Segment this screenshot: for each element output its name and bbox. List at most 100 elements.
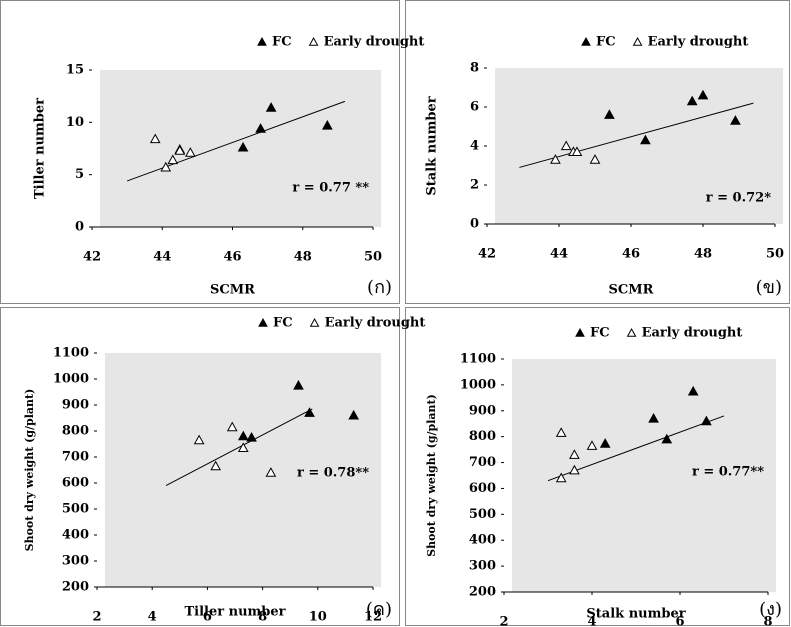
- data-point: [265, 102, 277, 112]
- data-point: [174, 145, 186, 155]
- data-point: [569, 449, 580, 459]
- data-point: [560, 140, 572, 151]
- y-tick-label: 15: [66, 63, 84, 78]
- legend-label: FC: [273, 316, 293, 331]
- y-tick-label: 800: [469, 429, 496, 444]
- panel-border: [405, 307, 790, 626]
- x-tick-label: 4: [587, 615, 596, 627]
- x-tick-label: 10: [309, 610, 327, 625]
- x-axis-label: SCMR: [210, 283, 255, 298]
- y-tick-label: 5: [75, 167, 84, 182]
- legend-marker: [626, 327, 637, 337]
- legend-label: Early drought: [325, 316, 426, 331]
- x-tick-label: 50: [766, 247, 784, 262]
- x-tick-label: 2: [499, 615, 508, 627]
- data-point: [237, 141, 249, 152]
- y-axis-label: Stalk number: [425, 96, 440, 195]
- annotation: r = 0.78**: [297, 466, 369, 481]
- plot-background: [495, 68, 783, 224]
- y-axis-label: Shoot dry weight (g/plant): [425, 394, 438, 557]
- data-point: [640, 134, 651, 145]
- plot-background: [512, 359, 776, 592]
- legend-label: FC: [596, 35, 616, 50]
- y-tick-label: 0: [75, 220, 84, 235]
- legend-label: Early drought: [642, 326, 743, 341]
- data-point: [246, 431, 257, 442]
- y-tick-label: 500: [62, 502, 89, 517]
- data-point: [599, 438, 611, 448]
- data-point: [167, 154, 179, 165]
- y-tick-label: 700: [469, 455, 496, 470]
- annotation: r = 0.72*: [706, 191, 771, 206]
- y-tick-label: 900: [469, 403, 496, 418]
- y-tick-label: 4: [470, 139, 479, 154]
- panel-border: [0, 0, 400, 304]
- data-point: [185, 147, 196, 157]
- y-tick-label: 8: [470, 61, 479, 76]
- y-tick-label: 200: [469, 585, 496, 600]
- data-point: [661, 433, 673, 444]
- annotation: r = 0.77 **: [292, 181, 369, 196]
- data-point: [697, 89, 709, 100]
- data-point: [586, 440, 598, 450]
- trendline: [547, 415, 725, 482]
- x-tick-label: 42: [478, 247, 496, 262]
- y-tick-label: 1000: [460, 377, 496, 392]
- y-tick-label: 500: [469, 507, 496, 522]
- x-tick-label: 42: [83, 250, 101, 265]
- data-point: [686, 95, 698, 106]
- x-tick-label: 8: [763, 615, 772, 627]
- legend-label: FC: [590, 326, 610, 341]
- x-tick-label: 12: [364, 610, 382, 625]
- x-tick-label: 48: [294, 250, 312, 265]
- x-axis-label: SCMR: [609, 283, 654, 298]
- panel-border: [0, 307, 400, 626]
- data-point: [226, 421, 238, 432]
- legend-marker: [258, 317, 268, 327]
- data-point: [730, 115, 741, 125]
- x-tick-label: 44: [550, 247, 568, 262]
- legend-label: FC: [272, 35, 292, 50]
- data-point: [550, 154, 561, 164]
- data-point: [193, 434, 205, 445]
- y-tick-label: 400: [469, 533, 496, 548]
- data-point: [348, 409, 360, 420]
- data-point: [160, 161, 172, 172]
- legend-marker: [575, 327, 585, 337]
- data-point: [210, 460, 222, 471]
- data-point: [321, 119, 333, 130]
- x-tick-label: 46: [622, 247, 640, 262]
- panel-label: (ง): [759, 599, 782, 620]
- legend-marker: [632, 36, 643, 46]
- data-point: [569, 464, 580, 475]
- data-point: [149, 133, 161, 144]
- y-tick-label: 600: [62, 476, 89, 491]
- y-tick-label: 300: [62, 554, 89, 569]
- y-tick-label: 200: [62, 580, 89, 595]
- trendline: [519, 102, 754, 168]
- panel-label: (ข): [756, 277, 782, 298]
- y-tick-label: 1000: [53, 372, 89, 387]
- x-tick-label: 48: [694, 247, 712, 262]
- data-point: [555, 472, 567, 483]
- panel-label: (ก): [367, 277, 392, 298]
- y-tick-label: 300: [469, 559, 496, 574]
- data-point: [571, 146, 583, 156]
- y-tick-label: 900: [62, 398, 89, 413]
- legend-marker: [257, 36, 267, 46]
- data-point: [255, 123, 266, 133]
- y-tick-label: 2: [470, 178, 479, 193]
- data-point: [237, 430, 249, 441]
- legend-marker: [308, 36, 319, 46]
- data-point: [293, 379, 304, 390]
- data-point: [648, 413, 659, 423]
- x-tick-label: 50: [364, 250, 382, 265]
- y-tick-label: 0: [470, 217, 479, 232]
- y-tick-label: 6: [470, 100, 479, 115]
- legend-label: Early drought: [648, 35, 749, 50]
- y-tick-label: 1100: [53, 346, 89, 361]
- data-point: [304, 407, 315, 417]
- y-tick-label: 700: [62, 450, 89, 465]
